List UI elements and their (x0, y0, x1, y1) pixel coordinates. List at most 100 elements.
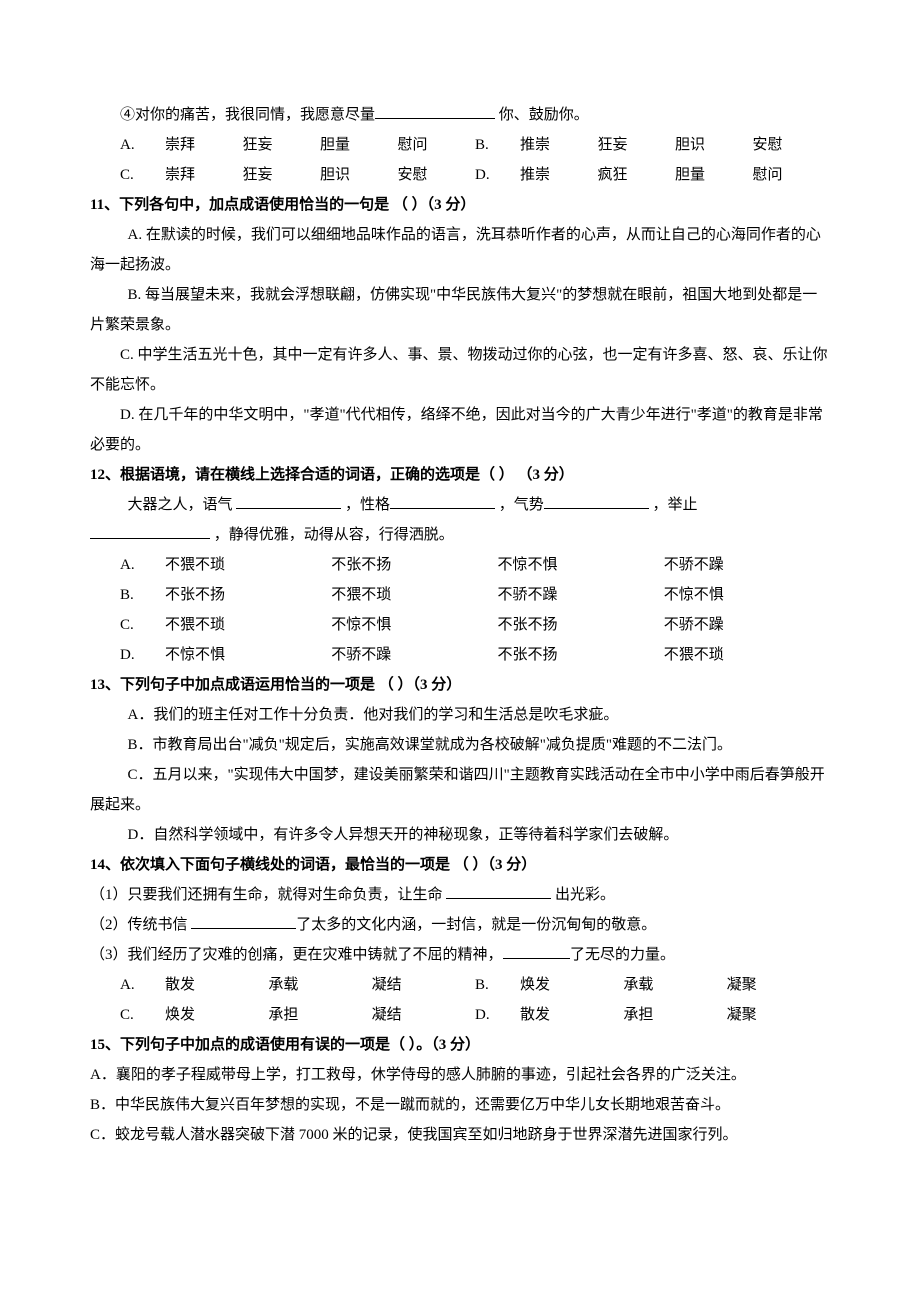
q14-s3a: （3）我们经历了灾难的创痛，更在灾难中铸就了不屈的精神， (90, 947, 503, 963)
opt-word: 不骄不躁 (498, 580, 664, 610)
q14-title: 14、依次填入下面句子横线处的词语，最恰当的一项是 （ ）（3 分） (90, 850, 830, 880)
q12-opt-c: C. 不猥不琐 不惊不惧 不张不扬 不骄不躁 (120, 610, 830, 640)
opt-word: 焕发 (520, 970, 623, 1000)
q13-opt-b: B．市教育局出台"减负"规定后，实施高效课堂就成为各校破解"减负提质"难题的不二… (90, 730, 830, 760)
opt-word: 不张不扬 (498, 610, 664, 640)
q12-stem-c: ，气势 (495, 497, 544, 513)
opt-word: 不猥不琐 (331, 580, 497, 610)
opt-word: 狂妄 (598, 130, 676, 160)
q11-opt-c: C. 中学生活五光十色，其中一定有许多人、事、景、物拨动过你的心弦，也一定有许多… (90, 340, 830, 400)
opt-word: 散发 (520, 1000, 623, 1030)
q12-stem: 大器之人，语气 ，性格 ，气势 ，举止 (90, 490, 830, 520)
opt-word: 胆识 (675, 130, 753, 160)
opt-word: 承担 (623, 1000, 726, 1030)
opt-word: 胆识 (320, 160, 398, 190)
q10-options-row1: A. 崇拜 狂妄 胆量 慰问 B. 推崇 狂妄 胆识 安慰 (120, 130, 830, 160)
opt-word: 安慰 (753, 130, 831, 160)
blank (236, 492, 341, 510)
q10-opt-a: A. 崇拜 狂妄 胆量 慰问 (120, 130, 475, 160)
opt-word: 承担 (268, 1000, 371, 1030)
opt-word: 狂妄 (243, 130, 321, 160)
q12-opt-b: B. 不张不扬 不猥不琐 不骄不躁 不惊不惧 (120, 580, 830, 610)
opt-word: 安慰 (398, 160, 476, 190)
q13-opt-c: C．五月以来，"实现伟大中国梦，建设美丽繁荣和谐四川"主题教育实践活动在全市中小… (90, 760, 830, 820)
blank (503, 942, 571, 960)
blank (90, 522, 210, 540)
opt-word: 凝结 (372, 1000, 475, 1030)
opt-word: 不骄不躁 (664, 610, 830, 640)
q11-opt-a: A. 在默读的时候，我们可以细细地品味作品的语言，洗耳恭听作者的心声，从而让自己… (90, 220, 830, 280)
q11-opt-d: D. 在几千年的中华文明中，"孝道"代代相传，络绎不绝，因此对当今的广大青少年进… (90, 400, 830, 460)
q13-title: 13、下列句子中加点成语运用恰当的一项是 （ ）（3 分） (90, 670, 830, 700)
opt-word: 推崇 (520, 160, 598, 190)
opt-label: C. (120, 160, 165, 190)
q14-s3b: 了无尽的力量。 (570, 947, 675, 963)
opt-word: 不惊不惧 (165, 640, 331, 670)
q14-options-row1: A. 散发 承载 凝结 B. 焕发 承载 凝聚 (120, 970, 830, 1000)
q12-stem-a: 大器之人，语气 (128, 497, 237, 513)
q13-opt-d: D．自然科学领域中，有许多令人异想天开的神秘现象，正等待着科学家们去破解。 (90, 820, 830, 850)
opt-label: B. (475, 970, 520, 1000)
q10-opt-c: C. 崇拜 狂妄 胆识 安慰 (120, 160, 475, 190)
opt-word: 崇拜 (165, 160, 243, 190)
opt-word: 胆量 (320, 130, 398, 160)
q12-stem-d: ，举止 (649, 497, 698, 513)
q14-opt-c: C. 焕发 承担 凝结 (120, 1000, 475, 1030)
blank (375, 102, 495, 120)
q11-opt-b: B. 每当展望未来，我就会浮想联翩，仿佛实现"中华民族伟大复兴"的梦想就在眼前，… (90, 280, 830, 340)
q14-s1: （1）只要我们还拥有生命，就得对生命负责，让生命 出光彩。 (90, 880, 830, 910)
opt-label: D. (475, 160, 520, 190)
opt-word: 不猥不琐 (165, 610, 331, 640)
q12-title: 12、根据语境，请在横线上选择合适的词语，正确的选项是（ ） （3 分） (90, 460, 830, 490)
opt-word: 不猥不琐 (165, 550, 331, 580)
opt-label: D. (120, 640, 165, 670)
opt-word: 散发 (165, 970, 268, 1000)
opt-word: 凝结 (372, 970, 475, 1000)
opt-word: 崇拜 (165, 130, 243, 160)
opt-word: 不惊不惧 (498, 550, 664, 580)
q12-stem-b: ，性格 (341, 497, 390, 513)
blank (390, 492, 495, 510)
blank (191, 912, 296, 930)
opt-label: A. (120, 970, 165, 1000)
q15-opt-b: B．中华民族伟大复兴百年梦想的实现，不是一蹴而就的，还需要亿万中华儿女长期地艰苦… (90, 1090, 830, 1120)
q14-opt-d: D. 散发 承担 凝聚 (475, 1000, 830, 1030)
blank (544, 492, 649, 510)
opt-word: 不骄不躁 (331, 640, 497, 670)
q10-opt-b: B. 推崇 狂妄 胆识 安慰 (475, 130, 830, 160)
q14-s2a: （2）传统书信 (90, 917, 191, 933)
opt-word: 凝聚 (727, 1000, 830, 1030)
q14-opt-b: B. 焕发 承载 凝聚 (475, 970, 830, 1000)
opt-word: 不惊不惧 (664, 580, 830, 610)
opt-word: 不张不扬 (498, 640, 664, 670)
q10-options-row2: C. 崇拜 狂妄 胆识 安慰 D. 推崇 疯狂 胆量 慰问 (120, 160, 830, 190)
q13-opt-a: A．我们的班主任对工作十分负责．他对我们的学习和生活总是吹毛求疵。 (90, 700, 830, 730)
opt-word: 不张不扬 (331, 550, 497, 580)
q14-options-row2: C. 焕发 承担 凝结 D. 散发 承担 凝聚 (120, 1000, 830, 1030)
opt-label: C. (120, 1000, 165, 1030)
opt-label: A. (120, 550, 165, 580)
q14-opt-a: A. 散发 承载 凝结 (120, 970, 475, 1000)
opt-label: B. (120, 580, 165, 610)
q15-opt-c: C．蛟龙号载人潜水器突破下潜 7000 米的记录，使我国宾至如归地跻身于世界深潜… (90, 1120, 830, 1150)
q12-opt-a: A. 不猥不琐 不张不扬 不惊不惧 不骄不躁 (120, 550, 830, 580)
q14-s3: （3）我们经历了灾难的创痛，更在灾难中铸就了不屈的精神， 了无尽的力量。 (90, 940, 830, 970)
q14-s1b: 出光彩。 (551, 887, 615, 903)
opt-word: 疯狂 (598, 160, 676, 190)
opt-word: 不猥不琐 (664, 640, 830, 670)
opt-label: B. (475, 130, 520, 160)
opt-word: 推崇 (520, 130, 598, 160)
opt-label: D. (475, 1000, 520, 1030)
opt-word: 慰问 (398, 130, 476, 160)
opt-label: A. (120, 130, 165, 160)
q15-title: 15、下列句子中加点的成语使用有误的一项是（ ）。（3 分） (90, 1030, 830, 1060)
opt-word: 慰问 (753, 160, 831, 190)
q11-title: 11、下列各句中，加点成语使用恰当的一句是 （ ）（3 分） (90, 190, 830, 220)
opt-label: C. (120, 610, 165, 640)
opt-word: 承载 (623, 970, 726, 1000)
q10-line4: ④对你的痛苦，我很同情，我愿意尽量 你、鼓励你。 (90, 100, 830, 130)
q14-s2b: 了太多的文化内涵，一封信，就是一份沉甸甸的敬意。 (296, 917, 656, 933)
opt-word: 不张不扬 (165, 580, 331, 610)
q10-line4-tail: 你、鼓励你。 (495, 107, 589, 123)
opt-word: 不惊不惧 (331, 610, 497, 640)
